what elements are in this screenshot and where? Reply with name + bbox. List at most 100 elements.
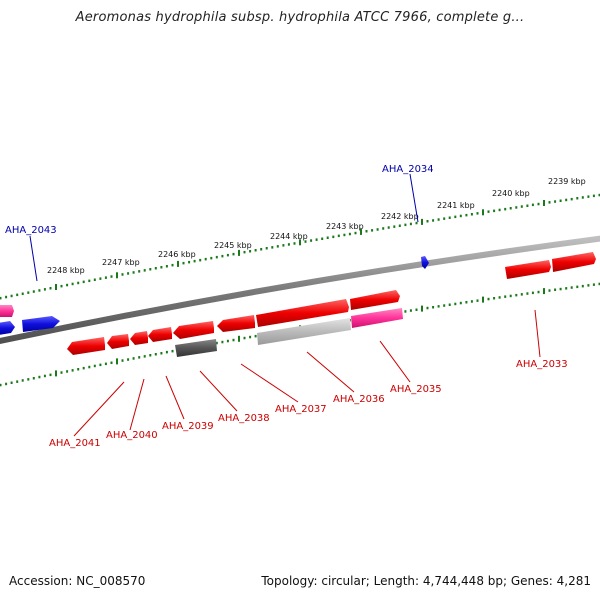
ruler-minor-tick: [559, 199, 562, 202]
ruler-minor-tick: [0, 296, 2, 300]
gene-label[interactable]: AHA_2043: [5, 225, 57, 236]
gene-feature-red[interactable]: [107, 334, 129, 349]
ruler-minor-tick: [470, 213, 473, 216]
ruler-minor-tick: [193, 259, 196, 263]
ruler-minor-tick: [587, 284, 590, 287]
gene-feature-light-gray[interactable]: [257, 318, 351, 345]
ruler-minor-tick: [49, 373, 52, 377]
ruler-minor-tick: [498, 208, 501, 212]
gene-feature-red[interactable]: [552, 252, 596, 272]
gene-feature-small-blue[interactable]: [421, 256, 429, 269]
gene-feature-left-pink[interactable]: [0, 305, 14, 317]
ruler-minor-tick: [348, 232, 351, 236]
ruler-minor-tick: [32, 290, 35, 293]
ruler-minor-tick: [487, 210, 490, 213]
ruler-major-tick: [299, 239, 301, 246]
ruler-minor-tick: [171, 263, 174, 267]
ruler-minor-tick: [287, 243, 290, 246]
gene-feature-left-blue[interactable]: [0, 321, 15, 335]
gene-feature-red[interactable]: [67, 337, 105, 355]
ruler-minor-tick: [93, 278, 96, 281]
gene-feature-dark-gray[interactable]: [175, 339, 217, 357]
ruler-minor-tick: [409, 222, 412, 226]
gene-label[interactable]: AHA_2041: [49, 438, 101, 449]
ruler-minor-tick: [470, 300, 473, 303]
ruler-minor-tick: [520, 205, 523, 208]
ruler-minor-tick: [415, 308, 418, 311]
ruler-minor-tick: [509, 207, 512, 210]
ruler-label: 2243 kbp: [326, 222, 364, 231]
ruler-minor-tick: [0, 383, 2, 387]
ruler-minor-tick: [10, 294, 13, 298]
ruler-minor-tick: [493, 297, 496, 300]
gene-feature-red[interactable]: [173, 321, 214, 339]
ruler-minor-tick: [99, 363, 102, 367]
ruler-minor-tick: [454, 302, 457, 306]
ruler-minor-tick: [315, 238, 318, 241]
ruler-minor-tick: [121, 359, 124, 362]
gene-label[interactable]: AHA_2038: [218, 413, 270, 424]
gene-feature-red[interactable]: [350, 290, 400, 310]
ruler-minor-tick: [254, 334, 257, 338]
ruler-minor-tick: [160, 266, 163, 269]
ruler-minor-tick: [448, 303, 451, 306]
ruler-minor-tick: [271, 246, 274, 249]
ruler-minor-tick: [60, 371, 63, 374]
ruler-minor-tick: [581, 196, 584, 199]
ruler-minor-tick: [337, 234, 340, 238]
ruler-labels: 2248 kbp 2247 kbp 2246 kbp 2245 kbp 2244…: [47, 177, 586, 275]
ruler-minor-tick: [576, 285, 579, 289]
gene-label[interactable]: AHA_2033: [516, 359, 568, 370]
gene-feature-red[interactable]: [130, 331, 148, 345]
gene-label[interactable]: AHA_2040: [106, 430, 158, 441]
gene-label[interactable]: AHA_2037: [275, 404, 327, 415]
ruler-minor-tick: [138, 356, 141, 359]
ruler-minor-tick: [332, 235, 335, 239]
ruler-minor-tick: [16, 380, 19, 383]
ruler-minor-tick: [66, 370, 69, 373]
ruler-minor-tick: [459, 214, 462, 218]
ruler-minor-tick: [587, 195, 590, 198]
ruler-label: 2248 kbp: [47, 266, 85, 275]
gene-label[interactable]: AHA_2036: [333, 394, 385, 405]
ruler-minor-tick: [88, 365, 91, 369]
ruler-minor-tick: [404, 223, 407, 227]
ruler-major-tick: [543, 288, 545, 295]
ruler-minor-tick: [576, 197, 579, 200]
gene-feature-pink[interactable]: [351, 308, 403, 328]
ruler-minor-tick: [27, 291, 30, 294]
ruler-minor-tick: [143, 355, 146, 358]
ruler-minor-tick: [127, 358, 130, 361]
gene-label[interactable]: AHA_2039: [162, 421, 214, 432]
gene-feature-red[interactable]: [217, 315, 255, 332]
gene-feature-red[interactable]: [256, 299, 349, 327]
ruler-minor-tick: [88, 279, 91, 283]
ruler-minor-tick: [448, 216, 451, 219]
ruler-minor-tick: [537, 290, 540, 294]
reverse-strand-genes: [67, 308, 403, 357]
gene-label[interactable]: AHA_2035: [390, 384, 442, 395]
ruler-minor-tick: [226, 339, 229, 343]
ruler-minor-tick: [398, 224, 401, 227]
ruler-minor-tick: [354, 231, 357, 235]
ruler-minor-tick: [554, 288, 557, 291]
ruler-minor-tick: [437, 305, 440, 308]
gene-label[interactable]: AHA_2034: [382, 164, 434, 175]
ruler-minor-tick: [188, 260, 191, 264]
gene-feature-red[interactable]: [505, 260, 551, 279]
ruler-minor-tick: [437, 218, 440, 221]
ruler-minor-tick: [132, 271, 135, 274]
ruler-major-tick: [55, 370, 57, 377]
ruler-minor-tick: [365, 230, 368, 233]
ruler-minor-tick: [226, 253, 229, 257]
gene-feature-blue[interactable]: [22, 316, 60, 332]
ruler-minor-tick: [32, 377, 35, 380]
ruler-major-tick: [116, 272, 118, 279]
ruler-minor-tick: [138, 270, 141, 273]
gene-feature-red[interactable]: [148, 327, 172, 342]
ruler-minor-tick: [415, 221, 418, 225]
ruler-minor-tick: [5, 295, 8, 299]
ruler-minor-tick: [71, 282, 74, 286]
ruler-minor-tick: [409, 309, 412, 312]
